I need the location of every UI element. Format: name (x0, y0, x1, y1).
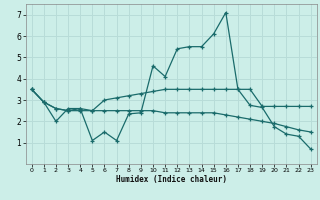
X-axis label: Humidex (Indice chaleur): Humidex (Indice chaleur) (116, 175, 227, 184)
